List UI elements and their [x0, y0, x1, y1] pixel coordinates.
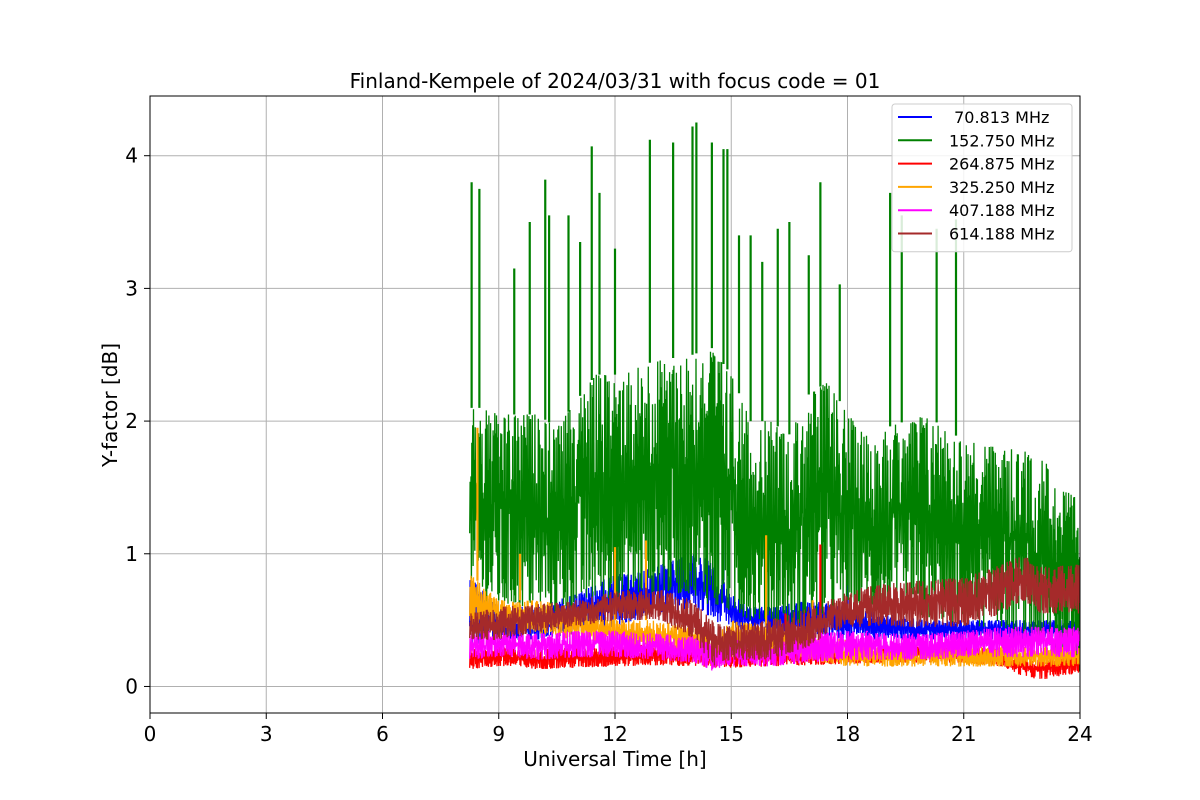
x-tick-label: 6: [376, 722, 389, 746]
y-tick-label: 1: [125, 542, 138, 566]
y-tick-label: 0: [125, 674, 138, 698]
legend-item: 152.750 MHz: [898, 131, 1054, 150]
x-tick-label: 15: [719, 722, 744, 746]
y-tick-label: 4: [125, 144, 138, 168]
legend-label: 70.813 MHz: [949, 108, 1049, 127]
x-tick-label: 9: [492, 722, 505, 746]
legend-item: 407.188 MHz: [898, 201, 1054, 220]
plot-area: [469, 122, 1080, 680]
series-5: [469, 557, 1080, 666]
legend-label: 614.188 MHz: [949, 225, 1054, 244]
legend-label: 407.188 MHz: [949, 201, 1054, 220]
x-tick-label: 0: [144, 722, 157, 746]
series-4: [469, 626, 1080, 671]
legend-label: 264.875 MHz: [949, 155, 1054, 174]
legend-label: 325.250 MHz: [949, 178, 1054, 197]
legend-item: 264.875 MHz: [898, 155, 1054, 174]
legend-item: 325.250 MHz: [898, 178, 1054, 197]
legend: 70.813 MHz 152.750 MHz 264.875 MHz 325.250 …: [891, 103, 1073, 253]
series-line: [469, 557, 1080, 666]
y-tick-label: 2: [125, 409, 138, 433]
x-axis-label: Universal Time [h]: [523, 747, 706, 771]
series-line: [469, 351, 1080, 672]
legend-item: 614.188 MHz: [898, 225, 1054, 244]
y-tick-label: 3: [125, 276, 138, 300]
x-tick-label: 3: [260, 722, 273, 746]
legend-item: 70.813 MHz: [898, 108, 1049, 127]
x-tick-label: 21: [951, 722, 976, 746]
x-tick-label: 18: [835, 722, 860, 746]
y-axis-label: Y-factor [dB]: [98, 343, 122, 468]
legend-label: 152.750 MHz: [949, 131, 1054, 150]
chart-title: Finland-Kempele of 2024/03/31 with focus…: [350, 69, 881, 93]
series-1: [469, 122, 1080, 672]
x-tick-label: 24: [1067, 722, 1092, 746]
series-line: [469, 626, 1080, 671]
legend-box: [891, 103, 1073, 253]
x-tick-label: 12: [602, 722, 627, 746]
